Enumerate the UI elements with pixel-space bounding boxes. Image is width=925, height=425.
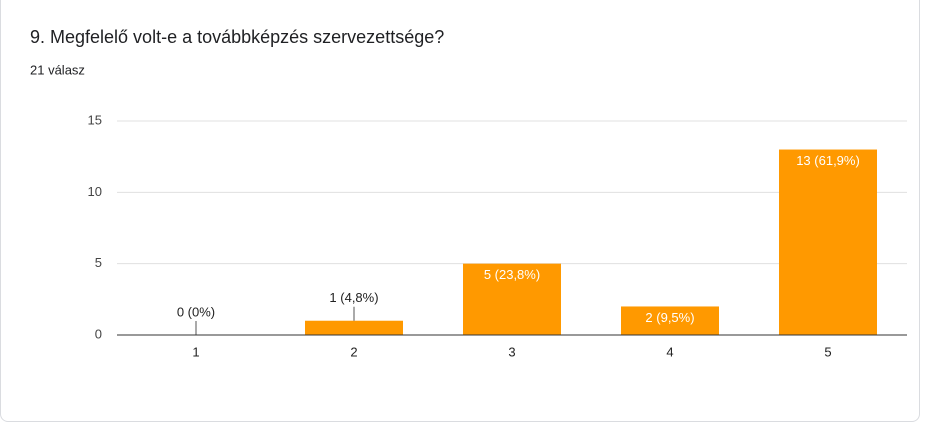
chart-title: 9. Megfelelő volt-e a továbbképzés szerv… xyxy=(30,27,444,47)
bar xyxy=(621,306,719,335)
y-tick-label: 0 xyxy=(95,326,102,341)
x-tick-label: 3 xyxy=(508,344,515,359)
response-count: 21 válasz xyxy=(30,62,85,77)
x-tick-label: 2 xyxy=(350,344,357,359)
value-label: 0 (0%) xyxy=(177,304,215,319)
x-tick-label: 4 xyxy=(666,344,673,359)
value-label: 5 (23,8%) xyxy=(484,267,540,282)
value-label: 13 (61,9%) xyxy=(796,153,860,168)
x-tick-label: 1 xyxy=(192,344,199,359)
value-label: 1 (4,8%) xyxy=(329,290,378,305)
x-tick-label: 5 xyxy=(824,344,831,359)
y-tick-label: 10 xyxy=(88,184,102,199)
bar xyxy=(305,320,403,335)
value-label: 2 (9,5%) xyxy=(645,310,694,325)
bar xyxy=(779,149,877,335)
bar xyxy=(463,263,561,335)
y-tick-label: 5 xyxy=(95,255,102,270)
y-tick-label: 15 xyxy=(88,112,102,127)
